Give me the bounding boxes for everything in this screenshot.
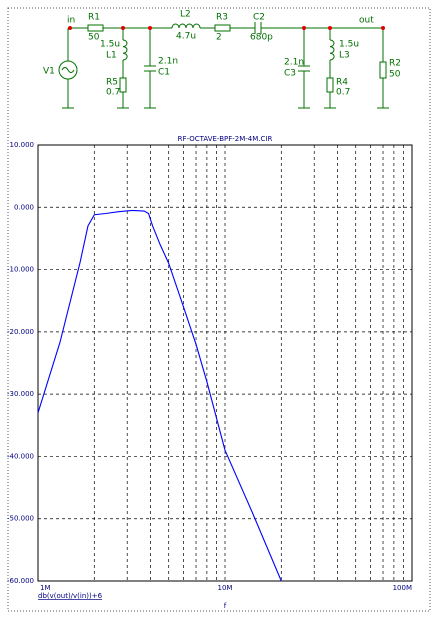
- component-value: 0.7: [336, 88, 350, 98]
- chart-title: RF-OCTAVE-BPF-2M-4M.CIR: [178, 135, 273, 143]
- y-tick-label: -50.000: [7, 515, 34, 523]
- component-label: L1: [106, 51, 117, 61]
- component-label: R5: [106, 78, 118, 88]
- component-value: 0.7: [106, 88, 120, 98]
- component-label: C2: [253, 13, 265, 23]
- component-value: 1.5u: [100, 40, 120, 50]
- component-value: 2: [216, 33, 222, 43]
- y-tick-label: -40.000: [7, 452, 34, 460]
- y-tick-label: 10.000: [10, 141, 35, 149]
- component-label: L3: [339, 51, 350, 61]
- component-value: 2.1n: [284, 58, 304, 68]
- component-value: 4.7u: [176, 32, 196, 42]
- component-label: L2: [180, 10, 191, 20]
- y-tick-label: -20.000: [7, 328, 34, 336]
- series-line: [37, 209, 282, 582]
- y-tick-label: -10.000: [7, 266, 34, 274]
- component-label: R3: [216, 13, 228, 23]
- component-value: 1.5u: [339, 40, 359, 50]
- y-tick-label: -60.000: [7, 577, 34, 585]
- x-tick-label: 10M: [218, 584, 233, 592]
- node-label: out: [359, 16, 374, 26]
- x-axis-label: f: [224, 602, 227, 610]
- x-tick-label: 1M: [40, 584, 51, 592]
- selection-border: [7, 7, 431, 612]
- legend-entry: db(v(out)/v(in))+6: [38, 592, 103, 600]
- component-value: 50: [389, 70, 401, 80]
- component-label: C1: [158, 68, 170, 78]
- y-tick-label: -30.000: [7, 390, 34, 398]
- node-label: in: [67, 16, 75, 26]
- component-label: V1: [43, 67, 55, 77]
- y-tick-label: 0.000: [14, 203, 34, 211]
- component-value: 680p: [250, 33, 273, 43]
- component-label: R4: [336, 78, 348, 88]
- schematic: in R1 50 L2 4.7u R3 2 C2 680p out 1.5u L…: [43, 10, 401, 109]
- x-tick-label: 100M: [393, 584, 412, 592]
- component-value: 50: [88, 33, 100, 43]
- component-label: C3: [284, 69, 296, 79]
- component-value: 2.1n: [158, 57, 178, 67]
- component-label: R1: [88, 13, 100, 23]
- component-label: R2: [389, 59, 401, 69]
